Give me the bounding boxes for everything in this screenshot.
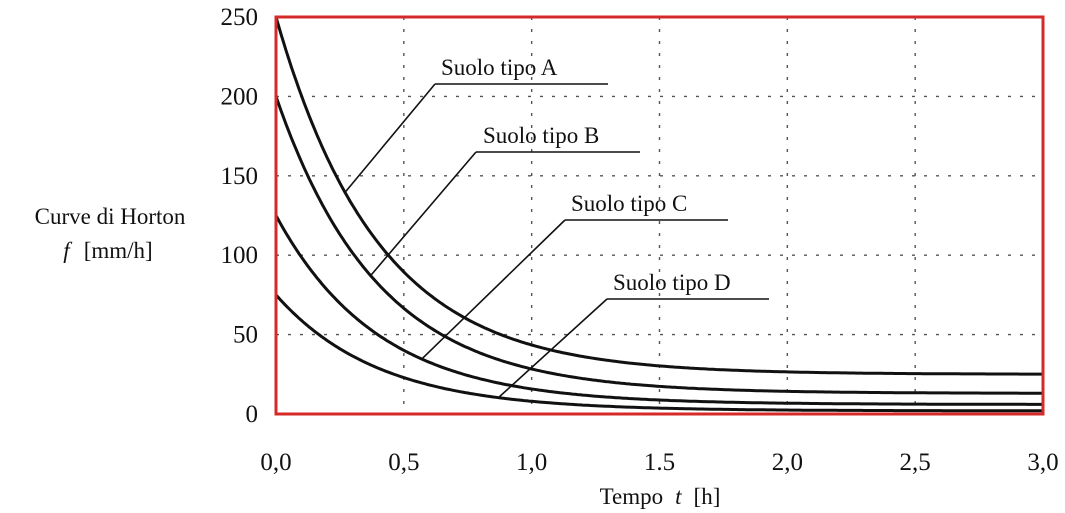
plot-frame: [274, 15, 1045, 416]
tick-labels: 0,0 0,5 1,0 1.5 2,0 2,5 3,0 0 50 100 150 200 250: [221, 4, 1059, 476]
y-tick-label: 150: [221, 163, 259, 190]
y-axis-label-line1: Curve di Horton: [35, 204, 186, 229]
x-tick-label: 3,0: [1027, 449, 1058, 476]
y-axis-label-line2: f [mm/h]: [63, 238, 152, 263]
x-tick-label: 2,0: [772, 449, 803, 476]
x-tick-label: 1,0: [516, 449, 547, 476]
x-axis-label: Tempo t [h]: [600, 484, 721, 509]
series-label-d: Suolo tipo D: [613, 270, 731, 295]
x-tick-label: 0,5: [388, 449, 419, 476]
y-tick-label: 200: [221, 83, 259, 110]
y-tick-label: 250: [221, 4, 259, 31]
y-tick-label: 0: [246, 401, 259, 428]
series-line-b: [274, 95, 1043, 395]
series-leader-c: [421, 219, 566, 360]
series-line-d: [274, 293, 1043, 413]
y-tick-label: 50: [233, 322, 258, 349]
series-label-a: Suolo tipo A: [441, 55, 558, 80]
series-leader-a: [344, 83, 436, 193]
x-tick-label: 1.5: [644, 449, 675, 476]
series-line-c: [274, 214, 1043, 406]
series-leader-d: [497, 298, 608, 399]
series-label-b: Suolo tipo B: [483, 123, 599, 148]
x-tick-label: 2,5: [900, 449, 931, 476]
y-tick-label: 100: [221, 242, 259, 269]
curves: [274, 16, 1043, 413]
series-labels: Suolo tipo A Suolo tipo B Suolo tipo C Suol…: [435, 55, 769, 300]
series-label-c: Suolo tipo C: [571, 191, 687, 216]
series-label-leaders: [344, 83, 608, 399]
series-line-a: [274, 16, 1043, 376]
x-tick-label: 0,0: [260, 449, 291, 476]
series-leader-b: [369, 151, 477, 277]
